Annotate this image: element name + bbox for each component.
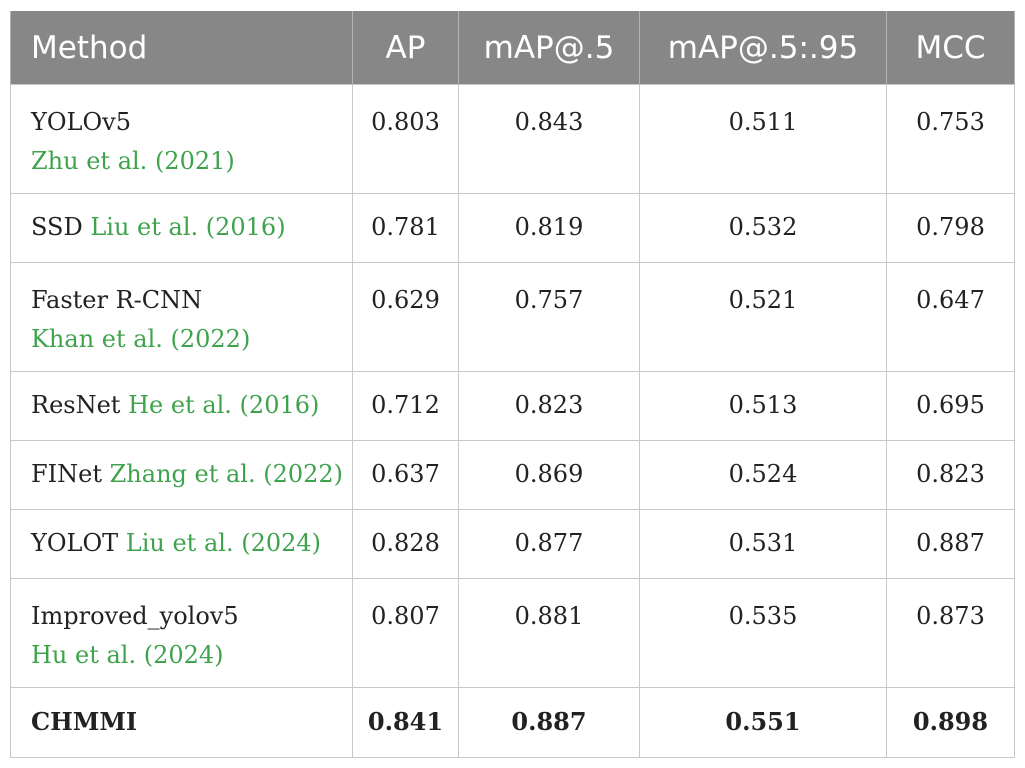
table-row: SSD Liu et al. (2016) 0.781 0.819 0.532 … <box>10 193 1015 263</box>
mcc-cell: 0.753 <box>886 84 1015 194</box>
map595-cell: 0.513 <box>639 371 887 441</box>
table-row: YOLOT Liu et al. (2024) 0.828 0.877 0.53… <box>10 509 1015 579</box>
map595-cell: 0.511 <box>639 84 887 194</box>
map595-cell: 0.551 <box>639 687 887 758</box>
table-row: ResNet He et al. (2016) 0.712 0.823 0.51… <box>10 371 1015 441</box>
map595-cell: 0.535 <box>639 578 887 688</box>
mcc-cell: 0.898 <box>886 687 1015 758</box>
ap-cell: 0.712 <box>352 371 459 441</box>
table-row: YOLOv5 Zhu et al. (2021) 0.803 0.843 0.5… <box>10 84 1015 194</box>
reference-link[interactable]: Khan et al. (2022) <box>31 325 251 353</box>
method-name: YOLOv5 <box>31 108 131 136</box>
method-cell: ResNet He et al. (2016) <box>10 371 353 441</box>
ap-cell: 0.841 <box>352 687 459 758</box>
table-row: FINet Zhang et al. (2022) 0.637 0.869 0.… <box>10 440 1015 510</box>
mcc-cell: 0.798 <box>886 193 1015 263</box>
map595-cell: 0.521 <box>639 262 887 372</box>
column-header-method: Method <box>10 11 353 85</box>
method-cell: YOLOT Liu et al. (2024) <box>10 509 353 579</box>
reference-link[interactable]: Liu et al. (2024) <box>125 529 322 557</box>
map595-cell: 0.531 <box>639 509 887 579</box>
header-row: Method AP mAP@.5 mAP@.5:.95 MCC <box>10 11 1015 85</box>
map5-cell: 0.823 <box>458 371 640 441</box>
method-name: YOLOT <box>31 529 119 557</box>
reference-link[interactable]: He et al. (2016) <box>128 391 320 419</box>
map595-cell: 0.524 <box>639 440 887 510</box>
map5-cell: 0.843 <box>458 84 640 194</box>
table-header: Method AP mAP@.5 mAP@.5:.95 MCC <box>10 11 1015 85</box>
method-name: ResNet <box>31 391 121 419</box>
reference-link[interactable]: Hu et al. (2024) <box>31 641 224 669</box>
ap-cell: 0.781 <box>352 193 459 263</box>
map5-cell: 0.757 <box>458 262 640 372</box>
method-cell: FINet Zhang et al. (2022) <box>10 440 353 510</box>
method-cell: Improved_yolov5 Hu et al. (2024) <box>10 578 353 688</box>
method-name: CHMMI <box>31 707 138 736</box>
method-name: Faster R-CNN <box>31 286 203 314</box>
comparison-table: Method AP mAP@.5 mAP@.5:.95 MCC YOLOv5 Z… <box>10 11 1015 758</box>
map5-cell: 0.881 <box>458 578 640 688</box>
map5-cell: 0.819 <box>458 193 640 263</box>
ap-cell: 0.828 <box>352 509 459 579</box>
ap-cell: 0.629 <box>352 262 459 372</box>
reference-link[interactable]: Zhu et al. (2021) <box>31 147 235 175</box>
mcc-cell: 0.695 <box>886 371 1015 441</box>
column-header-ap: AP <box>352 11 459 85</box>
table-row: Faster R-CNN Khan et al. (2022) 0.629 0.… <box>10 262 1015 372</box>
method-cell: SSD Liu et al. (2016) <box>10 193 353 263</box>
table-row: Improved_yolov5 Hu et al. (2024) 0.807 0… <box>10 578 1015 688</box>
method-cell: CHMMI <box>10 687 353 758</box>
method-cell: YOLOv5 Zhu et al. (2021) <box>10 84 353 194</box>
map595-cell: 0.532 <box>639 193 887 263</box>
mcc-cell: 0.647 <box>886 262 1015 372</box>
column-header-map595: mAP@.5:.95 <box>639 11 887 85</box>
map5-cell: 0.869 <box>458 440 640 510</box>
reference-link[interactable]: Liu et al. (2016) <box>90 213 286 241</box>
column-header-map5: mAP@.5 <box>458 11 640 85</box>
method-name: FINet <box>31 460 102 488</box>
ap-cell: 0.803 <box>352 84 459 194</box>
method-cell: Faster R-CNN Khan et al. (2022) <box>10 262 353 372</box>
map5-cell: 0.887 <box>458 687 640 758</box>
map5-cell: 0.877 <box>458 509 640 579</box>
table-body: YOLOv5 Zhu et al. (2021) 0.803 0.843 0.5… <box>10 84 1015 758</box>
ap-cell: 0.807 <box>352 578 459 688</box>
mcc-cell: 0.887 <box>886 509 1015 579</box>
mcc-cell: 0.823 <box>886 440 1015 510</box>
column-header-mcc: MCC <box>886 11 1015 85</box>
results-table-container: Method AP mAP@.5 mAP@.5:.95 MCC YOLOv5 Z… <box>10 11 1015 758</box>
ap-cell: 0.637 <box>352 440 459 510</box>
reference-link[interactable]: Zhang et al. (2022) <box>109 460 344 488</box>
method-name: Improved_yolov5 <box>31 602 239 630</box>
table-row: CHMMI 0.841 0.887 0.551 0.898 <box>10 687 1015 758</box>
method-name: SSD <box>31 213 83 241</box>
mcc-cell: 0.873 <box>886 578 1015 688</box>
